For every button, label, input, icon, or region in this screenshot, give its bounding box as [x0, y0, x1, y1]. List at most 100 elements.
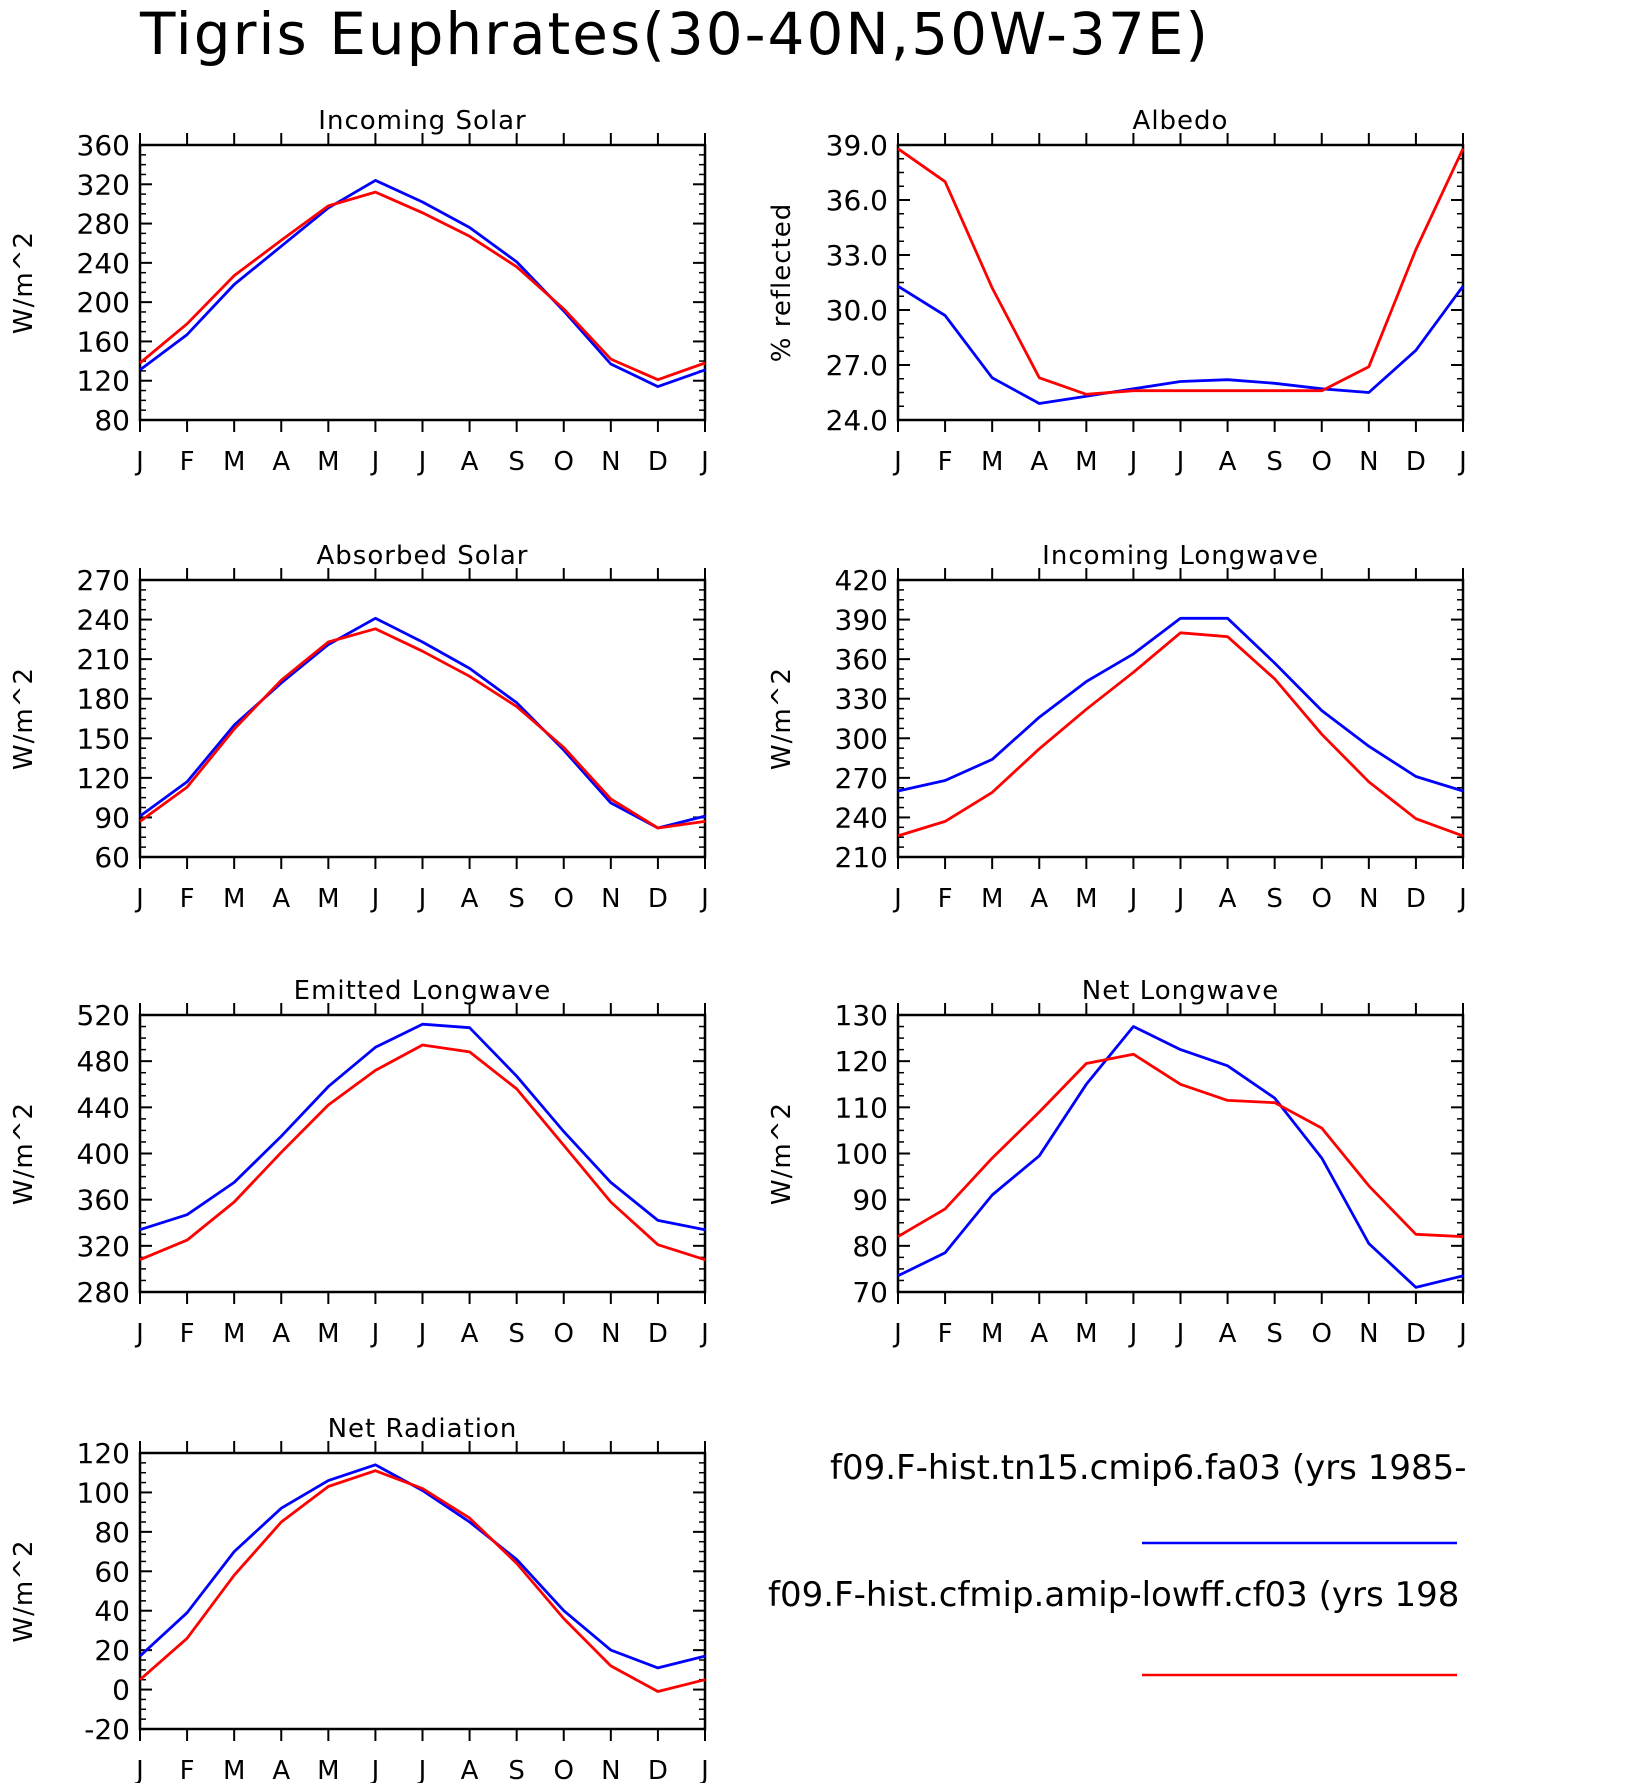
legend-label-red: f09.F-hist.cfmip.amip-lowff.cf03 (yrs 19…	[768, 1575, 1460, 1615]
x-tick-label: F	[938, 1319, 953, 1349]
x-tick-label: D	[648, 1756, 668, 1783]
y-tick-label: 270	[835, 762, 888, 795]
x-tick-label: J	[892, 884, 902, 914]
panel-title: Incoming Solar	[318, 106, 526, 136]
y-tick-label: 120	[835, 1045, 888, 1078]
y-tick-label: 400	[77, 1138, 130, 1171]
x-tick-label: A	[1030, 1319, 1048, 1349]
x-tick-label: D	[648, 447, 668, 477]
panel-title: Albedo	[1133, 106, 1229, 136]
x-tick-label: M	[1075, 1319, 1097, 1349]
x-tick-label: S	[508, 884, 525, 914]
x-tick-label: O	[1312, 447, 1332, 477]
y-tick-label: 120	[77, 365, 130, 398]
y-tick-label: 280	[77, 1276, 130, 1309]
x-tick-label: J	[134, 447, 144, 477]
series-line	[139, 178, 706, 389]
x-tick-label: O	[554, 447, 574, 477]
y-tick-label: -20	[84, 1713, 130, 1746]
x-tick-label: A	[461, 1319, 479, 1349]
y-tick-label: 70	[852, 1276, 888, 1309]
x-tick-label: J	[1457, 884, 1467, 914]
y-axis-label: W/m^2	[9, 1102, 39, 1205]
series-line	[139, 627, 706, 830]
x-tick-label: J	[1457, 1319, 1467, 1349]
panel-title: Incoming Longwave	[1042, 541, 1319, 571]
x-tick-label: N	[601, 884, 620, 914]
x-tick-label: M	[317, 1319, 339, 1349]
y-axis-label: W/m^2	[9, 667, 39, 770]
y-tick-label: 160	[77, 325, 130, 358]
x-tick-label: J	[699, 1756, 709, 1783]
panel-title: Net Radiation	[328, 1414, 518, 1444]
x-tick-label: A	[272, 1319, 290, 1349]
x-tick-label: D	[1406, 1319, 1426, 1349]
x-tick-label: S	[508, 1756, 525, 1783]
page-title: Tigris Euphrates(30-40N,50W-37E)	[140, 0, 1210, 68]
y-tick-label: 240	[77, 247, 130, 280]
x-tick-label: N	[1359, 447, 1378, 477]
panel-title: Net Longwave	[1082, 976, 1279, 1006]
x-tick-label: S	[1266, 1319, 1283, 1349]
x-tick-label: S	[508, 447, 525, 477]
x-tick-label: J	[699, 884, 709, 914]
x-tick-label: N	[1359, 884, 1378, 914]
y-tick-label: 120	[77, 1437, 130, 1470]
y-tick-label: 36.0	[826, 184, 888, 217]
x-tick-label: F	[180, 1319, 195, 1349]
y-axis-label: W/m^2	[9, 1539, 39, 1642]
x-tick-label: A	[272, 1756, 290, 1783]
x-tick-label: O	[554, 1756, 574, 1783]
y-tick-label: 30.0	[826, 294, 888, 327]
plot-frame	[896, 578, 1465, 859]
y-tick-label: 210	[835, 841, 888, 874]
y-tick-label: 120	[77, 762, 130, 795]
x-tick-label: J	[370, 1756, 380, 1783]
y-tick-label: 520	[77, 999, 130, 1032]
x-tick-label: J	[134, 1756, 144, 1783]
x-tick-label: F	[180, 1756, 195, 1783]
y-tick-label: 40	[94, 1595, 130, 1628]
y-tick-label: 24.0	[826, 404, 888, 437]
y-tick-label: 39.0	[826, 129, 888, 162]
x-tick-label: M	[223, 884, 245, 914]
panel-title: Emitted Longwave	[294, 976, 552, 1006]
x-tick-label: J	[699, 1319, 709, 1349]
x-tick-label: M	[317, 447, 339, 477]
x-tick-label: F	[938, 447, 953, 477]
series-line	[897, 147, 1465, 396]
y-tick-label: 300	[835, 722, 888, 755]
x-tick-label: F	[180, 884, 195, 914]
y-tick-label: 180	[77, 683, 130, 716]
series-line	[897, 1052, 1464, 1238]
series-line	[139, 1022, 706, 1232]
x-tick-label: N	[1359, 1319, 1378, 1349]
chart-panel: Emitted Longwave W/m^2 280 320 360 400 440 480 5…	[9, 976, 709, 1349]
y-tick-label: 360	[835, 643, 888, 676]
x-tick-label: A	[1030, 447, 1048, 477]
x-tick-label: F	[180, 447, 195, 477]
legend-line-red	[1142, 1673, 1457, 1677]
plot-frame	[896, 143, 1465, 422]
x-tick-label: A	[461, 447, 479, 477]
y-tick-label: 330	[835, 683, 888, 716]
y-tick-label: 320	[77, 168, 130, 201]
x-tick-label: O	[554, 884, 574, 914]
series-line	[139, 1043, 706, 1262]
x-tick-label: J	[1128, 1319, 1138, 1349]
x-tick-label: J	[1175, 1319, 1185, 1349]
x-tick-label: J	[417, 884, 427, 914]
series-line	[139, 1463, 706, 1670]
x-tick-label: J	[134, 1319, 144, 1349]
y-tick-label: 60	[94, 1555, 130, 1588]
x-tick-label: D	[648, 1319, 668, 1349]
legend-line-blue	[1142, 1541, 1457, 1545]
y-tick-label: 200	[77, 286, 130, 319]
x-tick-label: J	[1175, 884, 1185, 914]
x-tick-label: J	[699, 447, 709, 477]
x-tick-label: J	[1457, 447, 1467, 477]
plot-frame	[138, 1013, 707, 1294]
x-tick-label: M	[981, 1319, 1003, 1349]
x-tick-label: S	[1266, 884, 1283, 914]
